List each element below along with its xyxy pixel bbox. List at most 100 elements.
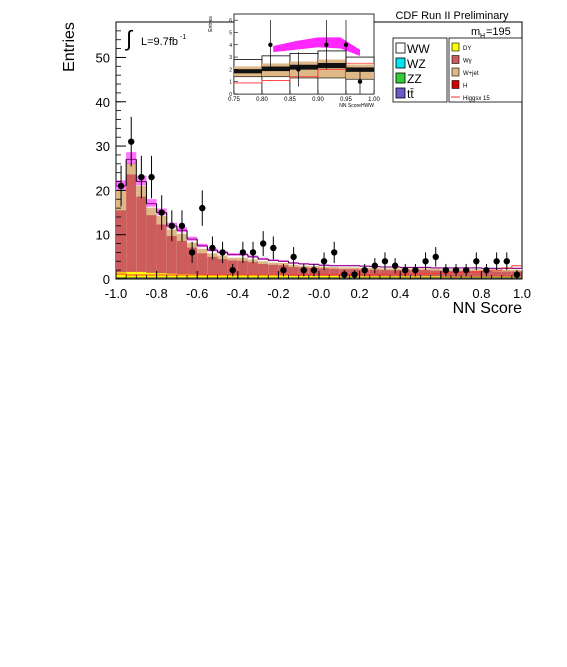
data-point xyxy=(462,266,470,274)
data-point xyxy=(209,244,216,252)
bar-dy xyxy=(217,275,228,279)
data-point xyxy=(128,138,135,145)
bar-wgamma xyxy=(166,236,177,279)
x-tick-label: -1.0 xyxy=(105,286,127,301)
inset-data-point xyxy=(324,42,329,47)
bar-h xyxy=(319,277,330,279)
inset-bar-wgamma xyxy=(289,77,319,95)
data-point xyxy=(391,262,399,269)
inset-y-axis-title: Entries xyxy=(208,16,214,32)
bar-wgamma xyxy=(237,260,248,279)
data-point xyxy=(473,258,480,265)
y-tick-label: 30 xyxy=(96,139,110,154)
bar-wgamma xyxy=(430,270,441,279)
mass-label: m H =195 xyxy=(471,26,511,40)
data-point xyxy=(310,266,318,274)
bar-dy xyxy=(116,272,127,279)
inset-marks xyxy=(233,20,375,95)
bar-wgamma xyxy=(491,271,502,279)
bar-h xyxy=(461,277,472,279)
bar-h xyxy=(471,277,482,279)
bar-h xyxy=(369,277,380,279)
data-point xyxy=(117,182,125,190)
uncertainty-band xyxy=(258,257,269,260)
bar-dy xyxy=(146,272,157,279)
inset-uncertainty-band xyxy=(273,37,360,56)
legend-swatch-tt xyxy=(395,87,406,99)
bar-h xyxy=(126,277,137,279)
data-point xyxy=(381,258,389,265)
x-tick-label: -0.2 xyxy=(267,286,289,301)
bar-h xyxy=(501,277,512,279)
y-tick-label: 20 xyxy=(96,183,110,198)
bar-wgamma xyxy=(146,215,157,279)
bar-h xyxy=(217,277,228,279)
bar-dy xyxy=(156,273,167,279)
legend-swatch-wjet xyxy=(451,67,460,77)
bar-h xyxy=(136,277,147,279)
bar-h xyxy=(278,277,289,279)
bar-h xyxy=(116,277,127,279)
bar-wgamma xyxy=(136,196,147,279)
uncertainty-band xyxy=(187,236,198,241)
uncertainty-band xyxy=(339,264,350,267)
inset-bar-wgamma xyxy=(261,76,291,95)
bar-dy xyxy=(197,274,208,279)
bar-wgamma xyxy=(288,267,299,279)
integral-sign: ∫ xyxy=(124,26,134,51)
bar-h xyxy=(237,277,248,279)
inset-y-tick-label: 2 xyxy=(229,67,232,73)
luminosity-text: L=9.7fb xyxy=(141,36,178,48)
data-point xyxy=(412,266,419,274)
inset-y-tick-label: 3 xyxy=(229,55,232,61)
data-point xyxy=(493,258,500,265)
inset-data-point xyxy=(357,79,363,84)
bar-wgamma xyxy=(471,271,482,279)
inset-bar-band xyxy=(318,62,346,69)
bar-h xyxy=(329,277,340,279)
data-point xyxy=(219,249,226,256)
legend-swatch-wz xyxy=(395,57,406,69)
data-point xyxy=(320,258,328,265)
bar-h xyxy=(207,277,218,279)
y-axis-title: Entries xyxy=(61,22,78,72)
uncertainty-band xyxy=(349,264,360,267)
legend-swatch-dy xyxy=(451,42,460,52)
bar-h xyxy=(298,277,309,279)
bar-wgamma xyxy=(187,247,198,279)
data-point xyxy=(188,249,196,256)
legend-swatch-h xyxy=(451,80,460,89)
bar-h xyxy=(440,277,451,279)
bar-h xyxy=(156,277,167,279)
inset-y-tick-label: 4 xyxy=(229,43,232,49)
bar-dy xyxy=(268,275,279,279)
bar-dy xyxy=(227,275,238,279)
luminosity-label: ∫ L=9.7fb -1 xyxy=(124,26,186,51)
legend-label-tt: tt̄ xyxy=(407,87,414,101)
x-tick-label: 0.8 xyxy=(472,286,490,301)
y-tick-label: 40 xyxy=(96,95,110,110)
bar-dy xyxy=(166,273,177,279)
data-point xyxy=(341,271,348,278)
bar-wgamma xyxy=(217,259,228,279)
inset-x-tick-label: 0.90 xyxy=(312,97,324,103)
bar-h xyxy=(410,277,421,279)
data-point xyxy=(452,266,460,274)
x-tick-label: 0.4 xyxy=(391,286,409,301)
legend-label-zz: ZZ xyxy=(407,72,422,86)
bar-h xyxy=(450,277,462,279)
uncertainty-band xyxy=(197,243,208,248)
bar-h xyxy=(176,277,188,279)
bar-h xyxy=(308,277,319,279)
data-point xyxy=(148,173,155,181)
inset-data-point xyxy=(268,42,273,47)
inset-data-point xyxy=(296,67,301,72)
inset-x-tick-label: 0.75 xyxy=(228,97,240,103)
inset-data-point xyxy=(343,42,349,47)
legend-label-ww: WW xyxy=(407,42,430,56)
bar-wgamma xyxy=(258,263,269,279)
bar-h xyxy=(420,277,431,279)
bar-h xyxy=(187,277,198,279)
